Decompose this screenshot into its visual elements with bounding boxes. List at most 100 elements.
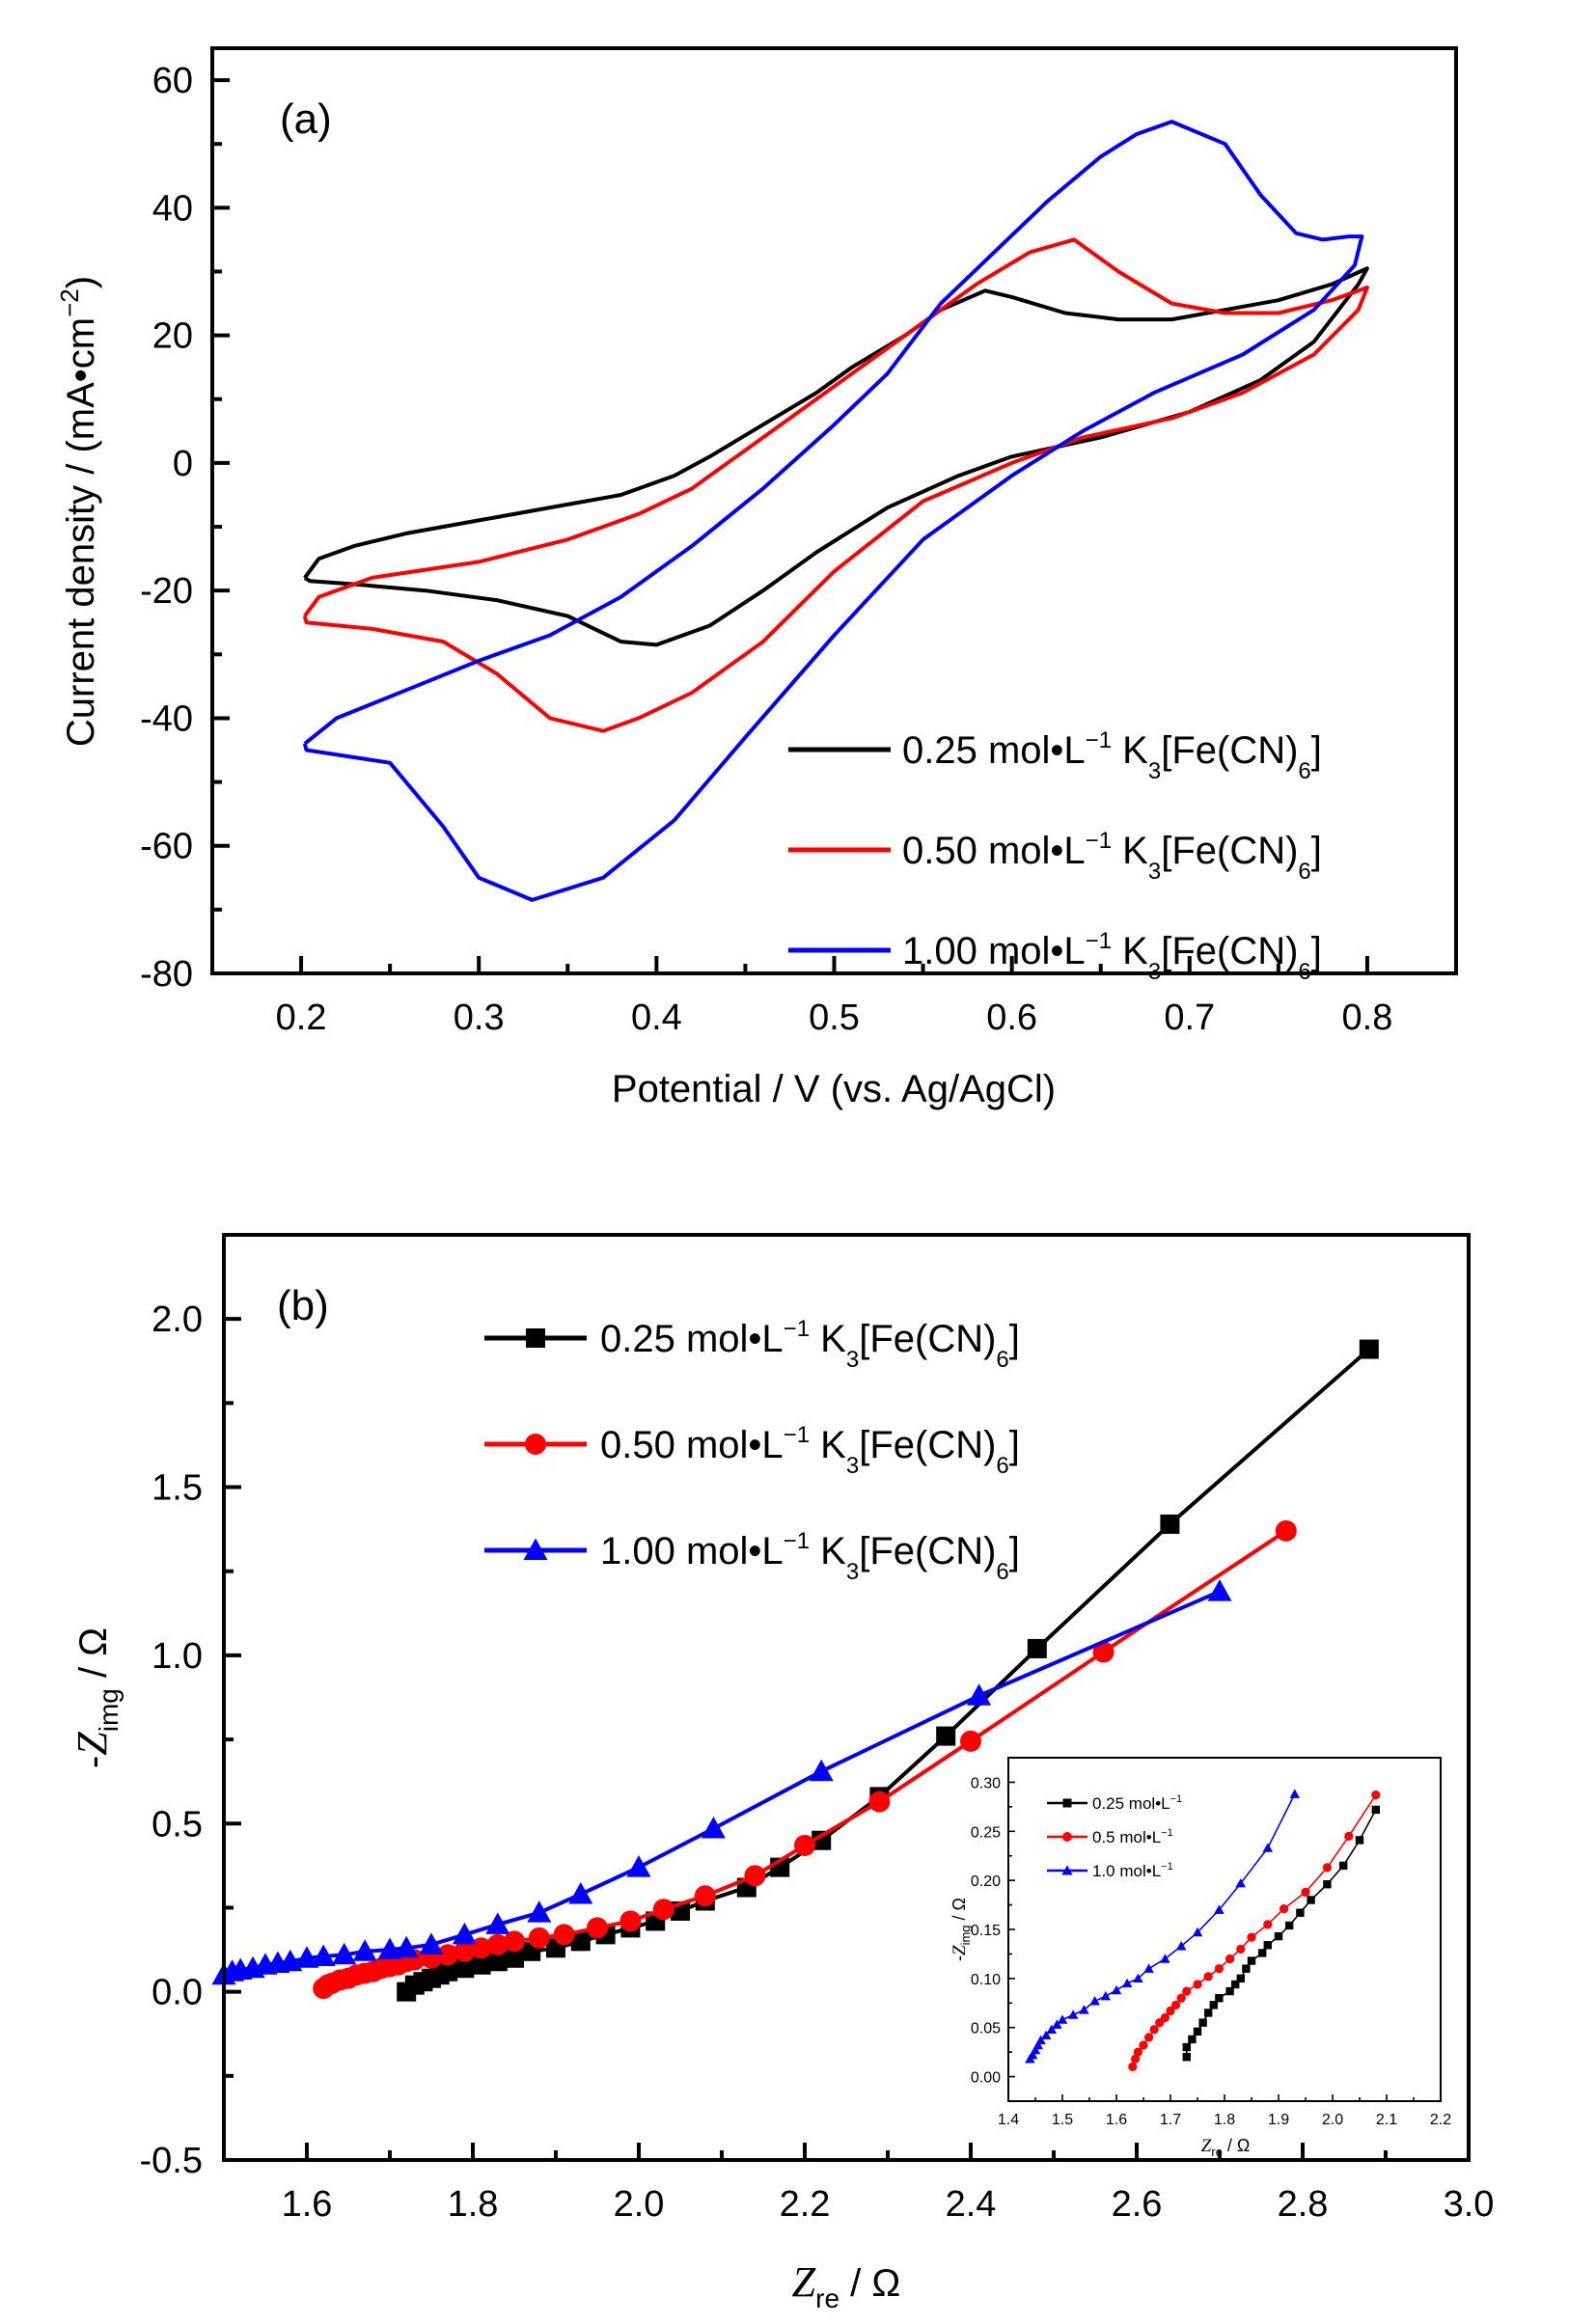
- inset-data-point: [1215, 1994, 1224, 2003]
- panel-b-x-tick-label: 2.0: [614, 2184, 665, 2225]
- panel-b-data-point: [294, 1946, 319, 1968]
- inset-data-point: [1133, 1973, 1143, 1983]
- inset-data-point: [1247, 1932, 1256, 1942]
- panel-a-y-tick-label: 40: [152, 188, 193, 229]
- inset-data-point: [1067, 2010, 1079, 2019]
- inset-data-point: [1193, 2027, 1202, 2036]
- panel-b-data-point: [812, 1830, 832, 1850]
- panel-b-plot-frame: [222, 1233, 1471, 2162]
- panel-b-legend-entry: 0.25 mol•L−1 K3[Fe(CN)6]: [484, 1316, 1020, 1373]
- panel-a-cyclic-voltammetry: 0.2 0.3 0.4 0.5 0.6 0.7 0.8 -80 -60 -40 -20 0 20 40 60…: [55, 46, 1458, 1110]
- inset-data-point: [1128, 2062, 1138, 2072]
- panel-b-x-tick-label: 2.4: [946, 2184, 997, 2225]
- panel-b-legend-entry: 1.00 mol•L−1 K3[Fe(CN)6]: [484, 1528, 1020, 1585]
- panel-b-data-point: [1207, 1579, 1232, 1601]
- inset-y-tick-label: 0.00: [971, 2070, 1001, 2087]
- inset-x-tick-label: 1.8: [1214, 2112, 1235, 2128]
- panel-b-x-axis-title: Zre / Ω: [792, 2258, 901, 2313]
- panel-a-ticks: 0.2 0.3 0.4 0.5 0.6 0.7 0.8 -80 -60 -40 -20 0 20 40 60: [140, 61, 1392, 1038]
- inset-data-point: [1032, 2039, 1044, 2050]
- panel-b-data-point: [809, 1759, 834, 1782]
- inset-data-point: [1279, 1904, 1289, 1914]
- inset-data-point: [1344, 1831, 1354, 1841]
- panel-b-data-point: [1359, 1339, 1379, 1359]
- inset-data-point: [1236, 1944, 1246, 1954]
- inset-legend-marker: [1062, 1832, 1072, 1842]
- inset-data-point: [1289, 1789, 1301, 1798]
- panel-b-data-point: [438, 1961, 458, 1982]
- inset-x-axis-title: Zre / Ω: [1201, 2136, 1251, 2159]
- inset-data-point: [1296, 1908, 1305, 1917]
- inset-data-point: [1236, 1974, 1245, 1983]
- panel-b-data-point: [311, 1944, 336, 1967]
- inset-data-point: [1225, 1986, 1234, 1996]
- inset-x-tick-label: 2.1: [1376, 2112, 1397, 2128]
- inset-data-point: [1133, 2047, 1143, 2057]
- panel-a-y-tick-label: -40: [140, 698, 193, 739]
- inset-data-point: [1188, 2035, 1197, 2044]
- inset-legend-entry: 0.5 mol•L−1: [1047, 1827, 1173, 1846]
- inset-x-tick-label: 2.2: [1430, 2112, 1451, 2128]
- panel-b-data-point: [652, 1899, 674, 1921]
- inset-x-tick-label: 2.0: [1322, 2112, 1343, 2128]
- panel-a-x-tick-label: 0.4: [631, 998, 682, 1038]
- panel-b-y-axis-title: -Zimg / Ω: [69, 1627, 124, 1768]
- panel-a-x-tick-label: 0.6: [986, 998, 1037, 1038]
- inset-data-point: [1204, 2009, 1213, 2017]
- panel-b-legend-label: 1.00 mol•L−1 K3[Fe(CN)6]: [600, 1528, 1020, 1585]
- panel-b-data-point: [701, 1817, 726, 1839]
- panel-b-data-point: [487, 1952, 508, 1972]
- panel-b-ticks: 1.6 1.8 2.0 2.2 2.4 2.6 2.8 3.0 -0.5 0.0 0.5 1.0 1.5…: [140, 1299, 1495, 2225]
- panel-a-y-tick-label: -80: [140, 954, 193, 995]
- panel-a-legend-label: 0.25 mol•L−1 K3[Fe(CN)6]: [902, 727, 1322, 784]
- inset-background: [1008, 1758, 1441, 2101]
- panel-b-data-point: [454, 1958, 475, 1979]
- inset-y-tick-label: 0.30: [971, 1775, 1001, 1791]
- panel-b-data-point: [1160, 1514, 1180, 1534]
- inset-data-point: [1203, 1972, 1213, 1982]
- panel-b-legend-entry: 0.50 mol•L−1 K3[Fe(CN)6]: [484, 1422, 1020, 1479]
- inset-series-1: [1128, 1791, 1381, 2072]
- inset-data-point: [1030, 2044, 1041, 2055]
- panel-b-y-tick-label: 1.0: [151, 1636, 203, 1677]
- inset-y-tick-label: 0.05: [971, 2021, 1001, 2037]
- panel-b-y-tick-label: 1.5: [151, 1468, 203, 1509]
- inset-data-point: [1274, 1931, 1283, 1941]
- panel-a-x-tick-label: 0.8: [1342, 998, 1393, 1038]
- inset-data-point: [1214, 1964, 1225, 1974]
- inset-data-point: [1247, 1956, 1256, 1965]
- panel-b-y-tick-label: -0.5: [140, 2141, 203, 2181]
- panel-b-legend-label: 0.25 mol•L−1 K3[Fe(CN)6]: [600, 1316, 1020, 1373]
- inset-data-point: [1355, 1836, 1364, 1845]
- panel-a-y-tick-label: -20: [140, 571, 193, 612]
- panel-a-y-tick-label: 60: [152, 61, 193, 101]
- inset-x-tick-label: 1.4: [998, 2112, 1019, 2128]
- panel-b-data-point: [626, 1855, 651, 1877]
- inset-legend-label: 0.25 mol•L−1: [1092, 1793, 1182, 1813]
- panel-b-data-point: [505, 1948, 524, 1968]
- panel-b-legend: 0.25 mol•L−1 K3[Fe(CN)6] 0.50 mol•L−1 K3[…: [484, 1316, 1020, 1585]
- panel-b-y-tick-label: 0.0: [151, 1973, 203, 2013]
- inset-legend-marker: [1062, 1798, 1072, 1808]
- panel-a-legend-label: 0.50 mol•L−1 K3[Fe(CN)6]: [902, 828, 1322, 885]
- inset-data-point: [1214, 1904, 1225, 1914]
- inset-data-point: [1322, 1863, 1333, 1873]
- panel-b-series-1: [313, 1519, 1297, 2000]
- panel-b-data-point: [1275, 1519, 1297, 1542]
- inset-data-point: [1052, 2019, 1062, 2029]
- panel-b-x-tick-label: 1.6: [282, 2184, 333, 2225]
- inset-y-tick-label: 0.10: [971, 1972, 1001, 1988]
- panel-b-legend-marker: [523, 1538, 548, 1560]
- inset-series-0: [1182, 1805, 1380, 2062]
- panel-a-y-tick-label: 20: [152, 316, 193, 357]
- inset-data-point: [1242, 1964, 1251, 1973]
- inset-y-tick-label: 0.15: [971, 1923, 1001, 1939]
- panel-a-label: (a): [280, 96, 332, 143]
- panel-b-data-point: [570, 1931, 591, 1952]
- panel-b-data-point: [419, 1932, 444, 1955]
- panel-b-x-tick-label: 2.2: [780, 2184, 831, 2225]
- inset-data-point: [1046, 2024, 1058, 2034]
- inset-data-point: [1130, 2054, 1141, 2064]
- panel-a-y-axis-title: Current density / (mA•cm−2): [55, 276, 102, 747]
- inset-data-point: [1175, 1941, 1187, 1951]
